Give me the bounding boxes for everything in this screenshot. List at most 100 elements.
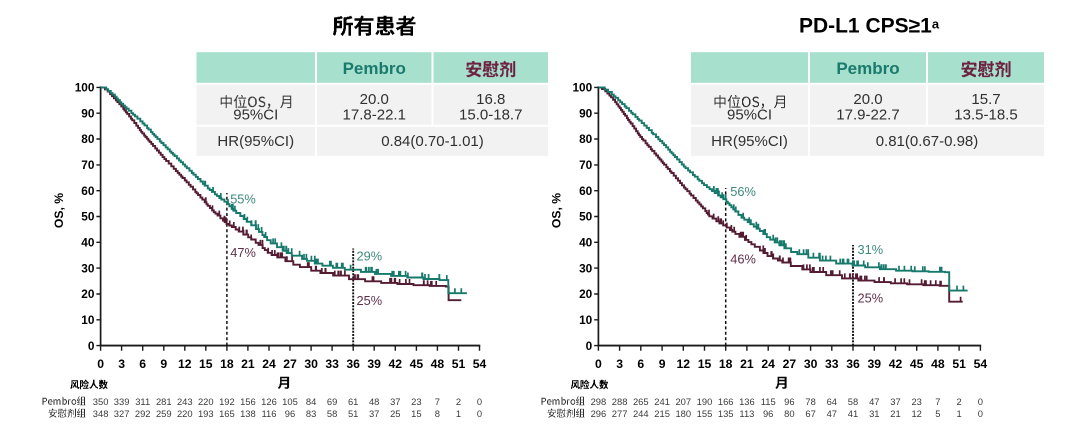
svg-text:241: 241 — [654, 396, 670, 407]
svg-text:20.0: 20.0 — [853, 91, 882, 108]
svg-text:0.81(0.67-0.98): 0.81(0.67-0.98) — [876, 133, 979, 150]
svg-text:100: 100 — [573, 81, 593, 95]
svg-text:296: 296 — [591, 408, 607, 419]
svg-text:67: 67 — [805, 408, 815, 419]
svg-text:244: 244 — [633, 408, 649, 419]
svg-text:15: 15 — [199, 357, 213, 371]
svg-text:50: 50 — [81, 210, 95, 224]
svg-text:60: 60 — [81, 184, 95, 198]
svg-text:95%CI: 95%CI — [727, 107, 772, 124]
svg-text:58: 58 — [848, 396, 858, 407]
svg-text:0: 0 — [477, 408, 482, 419]
svg-text:78: 78 — [805, 396, 815, 407]
svg-text:96: 96 — [285, 408, 295, 419]
svg-text:25%: 25% — [858, 291, 884, 306]
svg-text:15.0-18.7: 15.0-18.7 — [459, 107, 522, 124]
svg-text:7: 7 — [935, 396, 940, 407]
svg-text:15: 15 — [698, 357, 712, 371]
svg-text:281: 281 — [156, 396, 172, 407]
svg-text:21: 21 — [241, 357, 255, 371]
svg-text:31%: 31% — [858, 242, 884, 257]
svg-text:27: 27 — [783, 357, 797, 371]
svg-text:155: 155 — [697, 408, 713, 419]
svg-text:45: 45 — [910, 357, 924, 371]
svg-text:84: 84 — [306, 396, 316, 407]
svg-text:29%: 29% — [357, 249, 383, 264]
svg-text:350: 350 — [93, 396, 109, 407]
svg-text:30: 30 — [304, 357, 318, 371]
svg-text:23: 23 — [411, 396, 421, 407]
svg-text:55%: 55% — [230, 192, 256, 207]
svg-text:0: 0 — [978, 396, 983, 407]
svg-text:15: 15 — [411, 408, 421, 419]
svg-text:5: 5 — [935, 408, 940, 419]
svg-text:20: 20 — [81, 287, 95, 301]
svg-text:0: 0 — [978, 408, 983, 419]
svg-text:30: 30 — [804, 357, 818, 371]
svg-text:48: 48 — [431, 357, 445, 371]
svg-text:25%: 25% — [357, 293, 383, 308]
svg-text:39: 39 — [868, 357, 882, 371]
svg-text:0: 0 — [477, 396, 482, 407]
svg-text:47: 47 — [827, 408, 837, 419]
svg-text:51: 51 — [348, 408, 358, 419]
svg-text:PD-L1 CPS≥1a: PD-L1 CPS≥1a — [799, 15, 940, 38]
svg-text:2: 2 — [456, 396, 461, 407]
svg-text:339: 339 — [114, 396, 130, 407]
svg-text:41: 41 — [848, 408, 858, 419]
svg-text:83: 83 — [306, 408, 316, 419]
svg-text:39: 39 — [367, 357, 381, 371]
svg-text:60: 60 — [579, 184, 593, 198]
svg-text:54: 54 — [473, 357, 487, 371]
svg-text:277: 277 — [612, 408, 628, 419]
svg-text:135: 135 — [718, 408, 734, 419]
svg-text:95%CI: 95%CI — [233, 107, 278, 124]
svg-text:69: 69 — [327, 396, 337, 407]
svg-text:1: 1 — [456, 408, 461, 419]
svg-text:24: 24 — [761, 357, 775, 371]
svg-text:64: 64 — [827, 396, 837, 407]
svg-text:6: 6 — [637, 357, 644, 371]
svg-text:115: 115 — [761, 396, 776, 407]
svg-text:207: 207 — [675, 396, 691, 407]
svg-text:80: 80 — [579, 132, 593, 146]
svg-text:OS, %: OS, % — [550, 193, 564, 228]
svg-text:46%: 46% — [730, 252, 756, 267]
svg-text:54: 54 — [974, 357, 988, 371]
svg-text:42: 42 — [389, 357, 403, 371]
svg-text:80: 80 — [81, 132, 95, 146]
svg-text:21: 21 — [890, 408, 900, 419]
svg-text:50: 50 — [579, 210, 593, 224]
svg-text:40: 40 — [81, 236, 95, 250]
svg-text:259: 259 — [156, 408, 172, 419]
svg-text:51: 51 — [452, 357, 466, 371]
svg-text:23: 23 — [911, 396, 921, 407]
svg-text:3: 3 — [118, 357, 125, 371]
svg-text:20: 20 — [579, 287, 593, 301]
svg-text:HR(95%CI): HR(95%CI) — [217, 133, 294, 150]
svg-text:10: 10 — [81, 313, 95, 327]
svg-text:13.5-18.5: 13.5-18.5 — [954, 107, 1017, 124]
svg-text:243: 243 — [177, 396, 193, 407]
svg-text:16.8: 16.8 — [476, 91, 505, 108]
svg-text:47%: 47% — [230, 245, 256, 260]
svg-text:7: 7 — [435, 396, 440, 407]
svg-text:10: 10 — [579, 313, 593, 327]
svg-text:9: 9 — [659, 357, 666, 371]
svg-text:180: 180 — [675, 408, 691, 419]
svg-text:70: 70 — [81, 158, 95, 172]
svg-text:31: 31 — [869, 408, 879, 419]
svg-text:116: 116 — [262, 408, 277, 419]
svg-text:0: 0 — [88, 339, 95, 353]
svg-text:12: 12 — [677, 357, 691, 371]
svg-text:0: 0 — [595, 357, 602, 371]
svg-text:17.9-22.7: 17.9-22.7 — [836, 107, 899, 124]
svg-text:Pembro: Pembro — [836, 59, 899, 78]
svg-text:220: 220 — [177, 408, 193, 419]
svg-text:298: 298 — [591, 396, 607, 407]
svg-text:192: 192 — [219, 396, 235, 407]
svg-text:113: 113 — [739, 408, 754, 419]
svg-text:288: 288 — [612, 396, 628, 407]
svg-text:33: 33 — [325, 357, 339, 371]
svg-text:30: 30 — [81, 261, 95, 275]
